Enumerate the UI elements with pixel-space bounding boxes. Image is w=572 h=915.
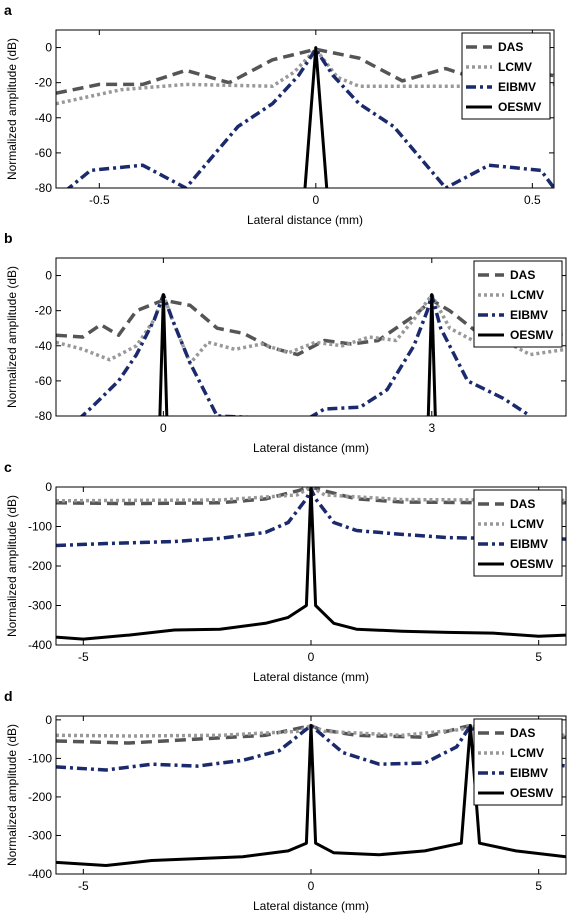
y-tick-label: 0 xyxy=(45,480,52,494)
legend-entry-eibmv: EIBMV xyxy=(510,766,548,780)
legend-entry-lcmv: LCMV xyxy=(510,746,544,760)
x-tick-label: -5 xyxy=(78,879,89,893)
panel-label: d xyxy=(4,688,13,704)
x-tick-label: 3 xyxy=(428,421,435,435)
legend-entry-das: DAS xyxy=(498,40,523,54)
y-tick-label: -100 xyxy=(28,520,52,534)
y-tick-label: -20 xyxy=(35,76,53,90)
series-line-eibmv xyxy=(79,293,532,416)
x-tick-label: -0.5 xyxy=(89,193,110,207)
series-line-das xyxy=(56,298,566,357)
y-tick-label: -60 xyxy=(35,374,53,388)
panel-label: b xyxy=(4,230,13,246)
legend: DAS LCMV EIBMV OESMV xyxy=(473,260,563,348)
series-line-oesmv xyxy=(303,46,329,188)
legend-entry-eibmv: EIBMV xyxy=(498,80,536,94)
y-axis-label: Normalized amplitude (dB) xyxy=(5,495,19,637)
legend-entry-oesmv: OESMV xyxy=(510,328,553,342)
panel-label: c xyxy=(4,459,12,475)
legend-entry-das: DAS xyxy=(510,497,535,511)
y-tick-label: 0 xyxy=(45,713,52,727)
y-tick-label: 0 xyxy=(45,41,52,55)
legend-entry-oesmv: OESMV xyxy=(498,100,541,114)
x-tick-label: 0 xyxy=(160,421,167,435)
y-axis-label: Normalized amplitude (dB) xyxy=(5,38,19,180)
axes-frame xyxy=(55,257,567,417)
legend-box xyxy=(473,489,563,577)
y-tick-label: -300 xyxy=(28,828,52,842)
chart-panel-d: d 0 -100 -200 -300 -400 -5 0 5 Lateral distance (… xyxy=(4,688,567,913)
legend-entry-eibmv: EIBMV xyxy=(510,308,548,322)
plot-area xyxy=(56,46,554,188)
series-line-eibmv xyxy=(66,47,554,188)
y-tick-label: -400 xyxy=(28,638,52,652)
legend: DAS LCMV EIBMV OESMV xyxy=(473,489,563,577)
legend-entry-lcmv: LCMV xyxy=(510,517,544,531)
series-line-lcmv xyxy=(56,47,554,106)
series-line-das xyxy=(56,487,566,506)
chart-panel-a: a 0 -20 -40 -60 -80 -0.5 0 0.5 Lateral distance (… xyxy=(4,2,555,227)
legend-entry-lcmv: LCMV xyxy=(498,60,532,74)
legend: DAS LCMV EIBMV OESMV xyxy=(461,32,551,120)
y-axis-label: Normalized amplitude (dB) xyxy=(5,724,19,866)
series-line-lcmv xyxy=(56,723,566,738)
legend-entry-lcmv: LCMV xyxy=(510,288,544,302)
x-tick-label: 0 xyxy=(308,650,315,664)
x-tick-label: 0 xyxy=(312,193,319,207)
plot-area xyxy=(56,293,566,416)
series-line-oesmv xyxy=(56,724,566,867)
series-line-lcmv xyxy=(56,293,566,366)
chart-panel-b: b 0 -20 -40 -60 -80 0 3 Lateral distance (mm) Nor… xyxy=(4,230,567,455)
x-tick-label: 0.5 xyxy=(524,193,541,207)
y-tick-label: 0 xyxy=(45,269,52,283)
y-tick-label: -40 xyxy=(35,111,53,125)
series-line-lcmv xyxy=(56,487,566,503)
legend-entry-das: DAS xyxy=(510,726,535,740)
x-tick-label: 5 xyxy=(535,879,542,893)
x-tick-label: -5 xyxy=(78,650,89,664)
legend: DAS LCMV EIBMV OESMV xyxy=(473,718,563,806)
y-axis-label: Normalized amplitude (dB) xyxy=(5,266,19,408)
x-tick-label: 5 xyxy=(535,650,542,664)
y-tick-label: -40 xyxy=(35,339,53,353)
y-tick-label: -100 xyxy=(28,751,52,765)
series-line-das xyxy=(56,47,554,95)
legend-entry-oesmv: OESMV xyxy=(510,786,553,800)
legend-entry-das: DAS xyxy=(510,268,535,282)
x-tick-label: 0 xyxy=(308,879,315,893)
series-line-oesmv xyxy=(158,293,437,416)
series-line-oesmv xyxy=(56,487,566,641)
y-tick-label: -400 xyxy=(28,867,52,881)
y-tick-label: -60 xyxy=(35,146,53,160)
x-axis-label: Lateral distance (mm) xyxy=(247,213,363,227)
y-tick-label: -200 xyxy=(28,790,52,804)
legend-entry-eibmv: EIBMV xyxy=(510,537,548,551)
y-tick-label: -80 xyxy=(35,181,53,195)
chart-panel-c: c 0 -100 -200 -300 -400 -5 0 5 Lateral distance (… xyxy=(4,459,567,684)
legend-entry-oesmv: OESMV xyxy=(510,557,553,571)
x-axis-label: Lateral distance (mm) xyxy=(253,441,369,455)
y-tick-label: -200 xyxy=(28,559,52,573)
y-tick-label: -80 xyxy=(35,409,53,423)
y-tick-label: -20 xyxy=(35,304,53,318)
axes-frame xyxy=(55,29,555,189)
x-axis-label: Lateral distance (mm) xyxy=(253,670,369,684)
y-tick-label: -300 xyxy=(28,599,52,613)
panel-label: a xyxy=(4,2,12,18)
x-axis-label: Lateral distance (mm) xyxy=(253,899,369,913)
